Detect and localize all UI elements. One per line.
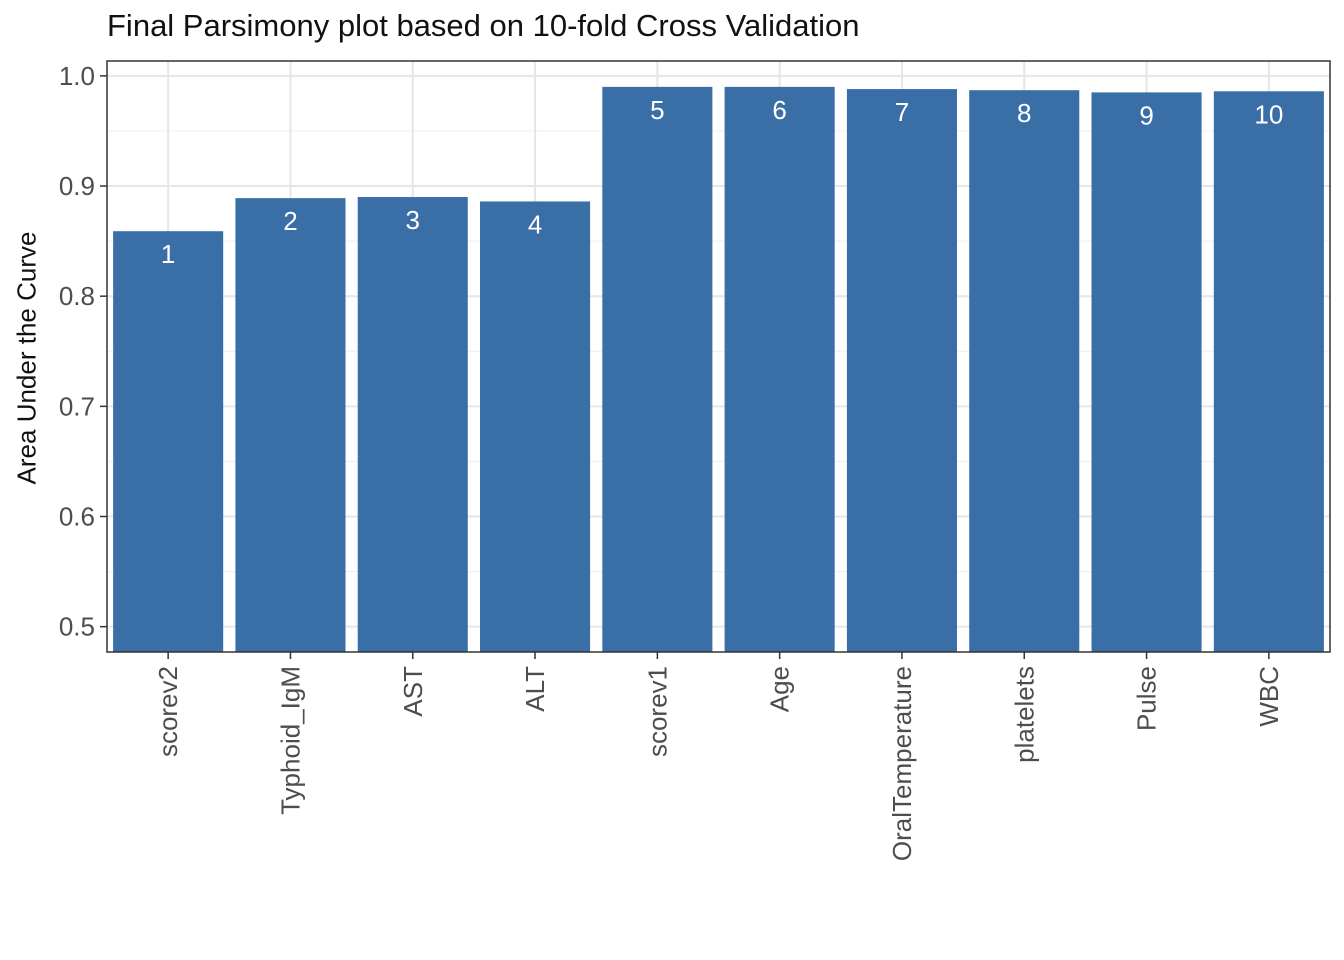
y-tick-label: 0.6 <box>59 502 95 532</box>
bar-label: 7 <box>895 97 909 127</box>
bar-label: 1 <box>161 239 175 269</box>
chart-title: Final Parsimony plot based on 10-fold Cr… <box>107 8 860 43</box>
bar-Typhoid_IgM <box>235 198 346 652</box>
bar-label: 2 <box>283 206 297 236</box>
bar-scorev2 <box>113 231 224 653</box>
bar-OralTemperature <box>846 89 957 653</box>
bar-label: 3 <box>406 205 420 235</box>
y-tick-label: 0.7 <box>59 391 95 421</box>
panel-border <box>106 60 1331 653</box>
bar-ALT <box>480 201 591 652</box>
bar-Pulse <box>1091 92 1202 653</box>
x-tick-label: AST <box>398 666 428 717</box>
x-tick-label: scorev2 <box>153 666 183 757</box>
bar-label: 6 <box>772 95 786 125</box>
bar-AST <box>357 197 468 653</box>
bar-scorev1 <box>602 86 713 653</box>
bar-Age <box>724 86 835 653</box>
x-tick-label: platelets <box>1009 666 1039 763</box>
x-tick-label: OralTemperature <box>887 666 917 861</box>
bar-label: 5 <box>650 95 664 125</box>
bar-label: 10 <box>1254 99 1283 129</box>
bar-WBC <box>1213 91 1324 652</box>
y-tick-label: 1.0 <box>59 61 95 91</box>
x-tick-label: Age <box>765 666 795 712</box>
bar-platelets <box>969 90 1080 652</box>
y-tick-label: 0.5 <box>59 612 95 642</box>
x-tick-label: Pulse <box>1132 666 1162 731</box>
x-tick-label: Typhoid_IgM <box>275 666 305 815</box>
x-tick-label: scorev1 <box>642 666 672 757</box>
x-tick-label: ALT <box>520 666 550 712</box>
bar-label: 9 <box>1139 100 1153 130</box>
bar-label: 8 <box>1017 98 1031 128</box>
y-tick-label: 0.8 <box>59 281 95 311</box>
y-tick-label: 0.9 <box>59 171 95 201</box>
bar-label: 4 <box>528 209 542 239</box>
x-tick-label: WBC <box>1254 666 1284 727</box>
